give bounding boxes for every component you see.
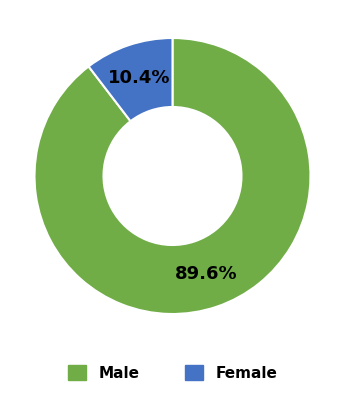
Legend: Male, Female: Male, Female [60, 357, 285, 388]
Wedge shape [34, 38, 310, 314]
Text: 89.6%: 89.6% [175, 265, 237, 283]
Text: 10.4%: 10.4% [108, 69, 170, 87]
Wedge shape [89, 38, 172, 121]
